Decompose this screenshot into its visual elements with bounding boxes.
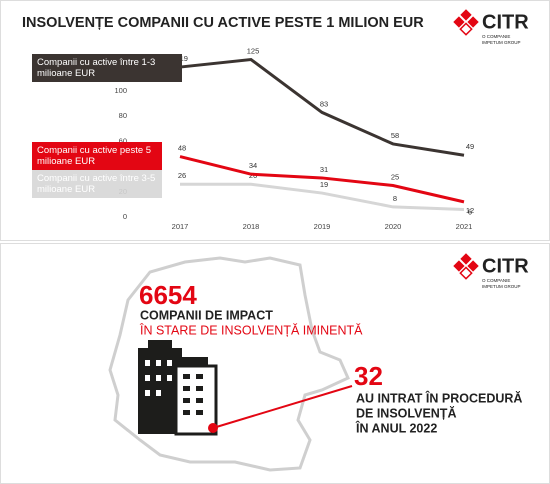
x-tick-label: 2020 — [385, 222, 402, 231]
procedure-text: AU INTRAT ÎN PROCEDURĂ — [356, 390, 522, 405]
data-label: 49 — [466, 142, 474, 151]
legend-entry: Companii cu active între 1-3 milioane EU… — [32, 54, 182, 82]
data-label: 26 — [178, 171, 186, 180]
data-label: 125 — [247, 46, 260, 55]
data-label: 19 — [320, 180, 328, 189]
data-label: 12 — [466, 206, 474, 215]
x-tick-label: 2017 — [172, 222, 189, 231]
pointer-dot — [208, 423, 218, 433]
legend-entry: Companii cu active între 3-5 milioane EU… — [32, 170, 162, 198]
impact-count: 6654 — [139, 280, 197, 310]
series-line — [179, 155, 465, 204]
x-tick-label: 2021 — [456, 222, 473, 231]
buildings-icon — [138, 340, 218, 436]
logo-tagline: O COMPANIE — [482, 34, 510, 39]
data-label: 25 — [391, 172, 399, 181]
chart-title: INSOLVENȚE COMPANII CU ACTIVE PESTE 1 MI… — [22, 15, 424, 31]
impact-text: ÎN STARE DE INSOLVENȚĂ IMINENTĂ — [139, 322, 363, 337]
top-panel — [0, 0, 550, 241]
data-label: 34 — [249, 161, 257, 170]
impact-text: COMPANII DE IMPACT — [140, 308, 273, 322]
data-label: 31 — [320, 165, 328, 174]
bottom-panel — [0, 243, 550, 484]
series-line — [180, 182, 465, 211]
data-label: 6 — [468, 207, 472, 216]
data-label: 58 — [391, 131, 399, 140]
x-tick-label: 2019 — [314, 222, 331, 231]
procedure-count: 32 — [354, 361, 383, 391]
legend-entry: Companii cu active peste 5 milioane EUR — [32, 142, 162, 170]
series-line — [179, 57, 465, 157]
logo-name: CITR — [482, 11, 529, 33]
map-outline — [108, 256, 350, 472]
logo-tagline: IMPETUM GROUP — [482, 284, 521, 289]
data-label: 8 — [393, 194, 397, 203]
pointer-line — [212, 385, 353, 429]
procedure-text: ÎN ANUL 2022 — [355, 420, 437, 435]
logo-tagline: IMPETUM GROUP — [482, 40, 521, 45]
y-tick-label: 100 — [114, 86, 127, 95]
logo-name: CITR — [482, 255, 529, 277]
data-label: 83 — [320, 99, 328, 108]
logo-tagline: O COMPANIE — [482, 278, 510, 283]
data-label: 48 — [178, 144, 186, 153]
y-tick-label: 60 — [119, 136, 127, 145]
y-tick-label: 80 — [119, 111, 127, 120]
y-tick-label: 0 — [123, 212, 127, 221]
procedure-text: DE INSOLVENȚĂ — [356, 405, 456, 420]
x-tick-label: 2018 — [243, 222, 260, 231]
data-label: 119 — [176, 54, 188, 63]
